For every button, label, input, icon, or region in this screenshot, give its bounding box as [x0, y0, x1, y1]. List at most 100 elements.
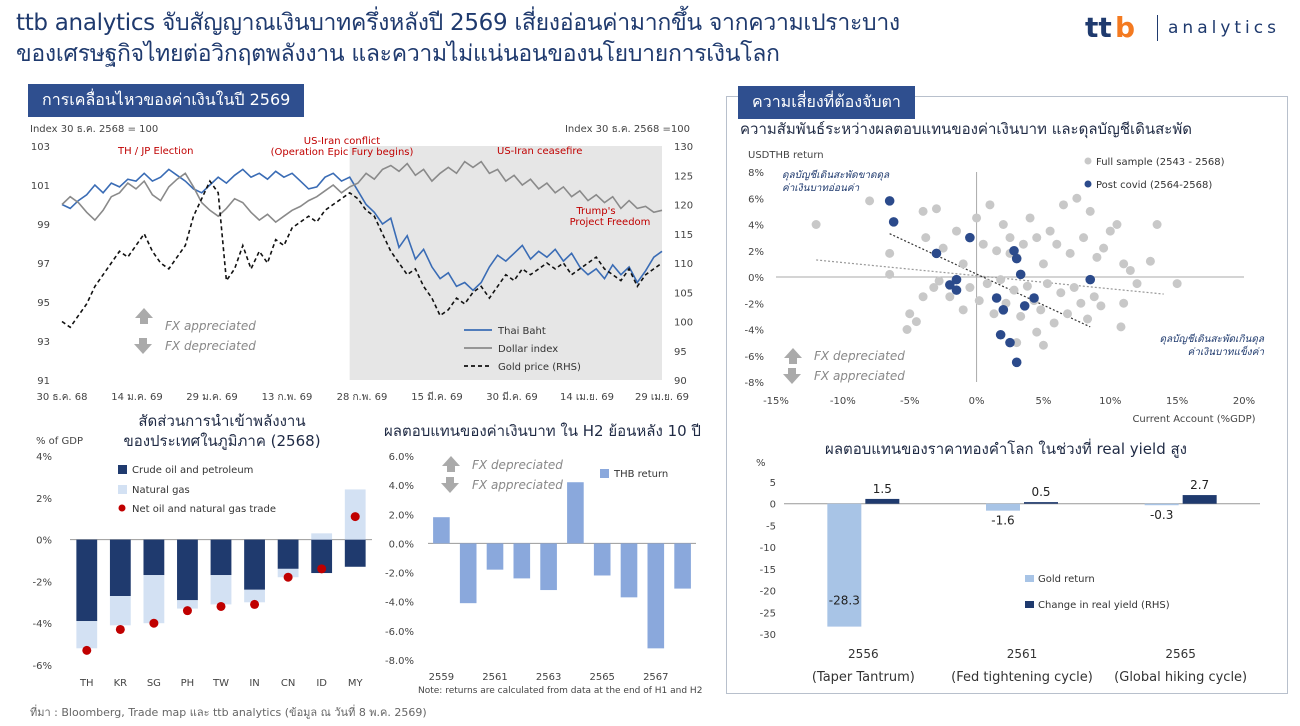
y-tick: -4% — [745, 326, 764, 337]
annotation-ceasefire: US-Iran ceasefire — [497, 146, 582, 157]
y-axis-label: USDTHB return — [748, 150, 824, 161]
post-covid-point — [965, 232, 975, 243]
y-tick: -25 — [760, 608, 776, 619]
svg-text:tt: tt — [1085, 13, 1112, 43]
x-tick: 2559 — [429, 672, 454, 683]
x-tick: 2567 — [643, 672, 668, 683]
full-sample-point — [885, 248, 895, 258]
real-yield-label: 2.7 — [1190, 478, 1209, 492]
x-tick: IN — [249, 678, 259, 689]
x-tick-label: (Global hiking cycle) — [1114, 670, 1247, 685]
fx-up-arrow-icon — [784, 348, 802, 364]
y-tick: 0% — [748, 273, 764, 284]
series-line-1 — [61, 168, 663, 292]
full-sample-point — [1032, 233, 1042, 243]
fx-up-arrow-icon — [135, 308, 153, 324]
post-covid-point — [931, 248, 942, 259]
y-tick: -4% — [33, 619, 52, 630]
full-sample-point — [982, 279, 992, 289]
y-left-tick: 103 — [31, 142, 50, 153]
full-sample-point — [1119, 259, 1129, 269]
y-tick: 6% — [748, 194, 764, 205]
x-tick: PH — [181, 678, 195, 689]
fx-down-label: FX appreciated — [472, 478, 563, 492]
x-tick: 14 ม.ค. 69 — [111, 392, 162, 403]
x-tick: ID — [316, 678, 327, 689]
section-tag-right: ความเสี่ยงที่ต้องจับตา — [738, 86, 915, 119]
x-tick: 2561 — [482, 672, 507, 683]
post-covid-point — [1015, 269, 1026, 280]
y-right-tick: 105 — [674, 288, 693, 299]
logo-divider — [1157, 15, 1158, 41]
fx-up-arrow-icon — [442, 456, 460, 472]
y-right-tick: 95 — [674, 347, 687, 358]
legend-label: Thai Baht — [497, 326, 546, 337]
post-covid-point — [1011, 253, 1022, 264]
real-yield-bar — [865, 498, 900, 504]
thb-return-chart: ผลตอบแทนของค่าเงินบาท ใน H2 ย้อนหลัง 10 … — [384, 422, 702, 696]
logo-text: analytics — [1168, 18, 1280, 38]
x-tick: 20% — [1233, 396, 1255, 407]
y-tick: -5 — [766, 521, 776, 532]
ttb-logo-icon: tt b — [1085, 13, 1135, 43]
y-left-tick: 95 — [37, 298, 50, 309]
post-covid-point — [995, 329, 1006, 340]
thb-return-bar — [647, 543, 665, 649]
full-sample-point — [1016, 311, 1026, 321]
thb-return-bar — [486, 543, 504, 570]
full-sample-point — [1018, 239, 1028, 249]
real-yield-label: 0.5 — [1031, 485, 1050, 499]
legend-swatch — [118, 504, 126, 512]
chart-title-2: ของประเทศในภูมิภาค (2568) — [123, 432, 320, 450]
legend-swatch — [1025, 575, 1034, 582]
gas-bar — [143, 575, 165, 624]
y-tick: 6.0% — [389, 452, 414, 463]
y-tick: -6% — [745, 352, 764, 363]
legend-swatch — [118, 485, 127, 494]
full-sample-point — [918, 292, 928, 302]
right-axis-label: Index 30 ธ.ค. 2568 =100 — [565, 124, 690, 135]
full-sample-point — [978, 239, 988, 249]
full-sample-point — [1012, 338, 1022, 348]
annotation-trump-1: Trump's — [575, 206, 615, 217]
post-covid-point — [951, 285, 962, 295]
page-title: ttb analytics จับสัญญาณเงินบาทครึ่งหลังป… — [16, 8, 1076, 70]
legend-label: Net oil and natural gas trade — [132, 504, 276, 515]
y-left-tick: 97 — [37, 259, 50, 270]
thb-return-bar — [620, 543, 638, 598]
y-tick: -2% — [33, 577, 52, 588]
y-right-tick: 130 — [674, 142, 693, 153]
y-tick: -6.0% — [385, 627, 414, 638]
y-right-tick: 90 — [674, 376, 687, 387]
full-sample-point — [1085, 206, 1095, 216]
full-sample-point — [929, 283, 939, 292]
chart-title: ผลตอบแทนของค่าเงินบาท ใน H2 ย้อนหลัง 10 … — [384, 422, 701, 440]
full-sample-point — [958, 305, 968, 315]
legend-swatch — [600, 469, 609, 478]
full-sample-point — [1105, 226, 1115, 236]
thb-return-bar — [513, 543, 531, 579]
gold-return-bar — [827, 503, 862, 627]
full-sample-point — [1065, 248, 1075, 258]
y-tick: 4% — [36, 452, 52, 463]
full-sample-point — [911, 317, 921, 327]
legend-label: Post covid (2564-2568) — [1096, 180, 1212, 191]
gold-return-bar — [986, 503, 1020, 511]
ca-scatter-chart: ความสัมพันธ์ระหว่างผลตอบแทนของค่าเงินบาท… — [740, 120, 1265, 425]
fx-movement-chart: Index 30 ธ.ค. 2568 = 100 Index 30 ธ.ค. 25… — [30, 124, 693, 403]
gas-bar — [177, 600, 198, 609]
real-yield-label: 1.5 — [873, 482, 892, 496]
y-right-tick: 120 — [674, 201, 693, 212]
x-tick: -10% — [830, 396, 856, 407]
svg-text:b: b — [1115, 13, 1135, 43]
full-sample-point — [1116, 322, 1126, 332]
crude-bar — [143, 539, 165, 576]
x-tick: 30 มี.ค. 69 — [486, 391, 537, 403]
x-tick: 2565 — [589, 672, 614, 683]
fx-up-label: FX appreciated — [165, 319, 256, 333]
crude-bar — [277, 539, 299, 569]
full-sample-point — [965, 283, 975, 292]
x-tick-year: 2565 — [1165, 647, 1196, 661]
fx-down-label: FX depreciated — [165, 339, 256, 353]
full-sample-point — [1062, 309, 1072, 319]
